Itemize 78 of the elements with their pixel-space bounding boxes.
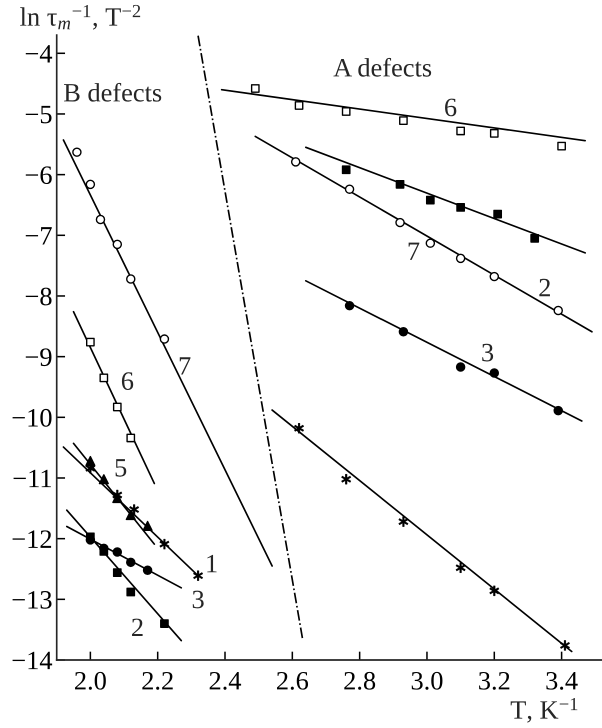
point xyxy=(490,368,500,378)
point xyxy=(344,184,354,194)
point xyxy=(456,254,466,264)
point xyxy=(399,116,408,126)
point xyxy=(142,520,153,532)
x-tick-label: 3.0 xyxy=(412,672,442,690)
point xyxy=(396,180,404,189)
annotation: 7 xyxy=(180,357,190,375)
point xyxy=(72,147,82,157)
point xyxy=(142,565,152,575)
point xyxy=(160,334,170,344)
point xyxy=(490,129,499,138)
point xyxy=(126,510,136,520)
point xyxy=(456,203,465,212)
y-tick-label: −12 xyxy=(12,530,52,548)
annotation: 3 xyxy=(192,590,204,608)
point xyxy=(553,406,563,416)
annotation: 5 xyxy=(116,459,126,477)
point xyxy=(290,157,300,167)
y-tick-label: −11 xyxy=(14,470,51,488)
point xyxy=(530,234,540,243)
point xyxy=(126,274,136,284)
point xyxy=(96,214,106,224)
annotation: 2 xyxy=(132,618,143,636)
x-tick-label: 2.8 xyxy=(344,672,376,690)
point xyxy=(86,180,96,190)
point xyxy=(160,619,169,628)
x-tick-label: 2.0 xyxy=(75,672,106,690)
point xyxy=(456,126,465,136)
point xyxy=(99,374,108,382)
point xyxy=(426,238,436,248)
point xyxy=(456,362,466,372)
y-tick-label: −13 xyxy=(12,591,52,609)
point xyxy=(99,547,108,556)
y-axis-title: ln τ$_{m}$$^{−1}$, T$^{−2}$ xyxy=(20,4,140,30)
annotation: 2 xyxy=(539,278,550,296)
y-tick-label: −8 xyxy=(26,288,52,306)
point xyxy=(98,474,109,484)
annotation: 6 xyxy=(445,98,456,116)
y-tick-label: −14 xyxy=(12,652,52,670)
point xyxy=(112,568,122,578)
point xyxy=(395,218,405,228)
y-tick-label: −7 xyxy=(26,227,52,244)
point xyxy=(126,558,136,568)
point xyxy=(426,196,435,204)
x-axis-title: T, K$^{−1}$ xyxy=(510,698,578,723)
annotation: A defects xyxy=(333,58,432,77)
point xyxy=(126,434,136,442)
x-tick-label: 3.2 xyxy=(479,672,510,690)
x-tick-label: 2.2 xyxy=(142,672,173,690)
point xyxy=(294,101,304,110)
point xyxy=(126,588,136,596)
point xyxy=(342,165,351,174)
annotation: 6 xyxy=(122,372,134,390)
point xyxy=(112,402,122,412)
y-tick-label: −5 xyxy=(26,106,52,124)
point xyxy=(493,210,502,218)
y-tick-label: −9 xyxy=(26,348,52,366)
annotation: 7 xyxy=(408,242,420,260)
point xyxy=(344,300,354,310)
point xyxy=(112,547,122,557)
x-tick-label: 3.4 xyxy=(546,672,578,690)
annotation: 3 xyxy=(482,344,494,362)
point xyxy=(553,306,563,316)
point xyxy=(398,327,408,337)
y-tick-label: −10 xyxy=(12,408,52,427)
y-tick-label: −6 xyxy=(26,166,52,184)
point xyxy=(112,240,122,250)
point xyxy=(342,107,351,116)
point xyxy=(250,84,260,93)
x-tick-label: 2.6 xyxy=(276,672,308,690)
y-tick-label: −4 xyxy=(26,45,52,62)
point xyxy=(86,338,95,346)
annotation: B defects xyxy=(64,82,162,102)
annotation: 1 xyxy=(207,554,217,572)
point xyxy=(490,272,500,282)
x-tick-label: 2.4 xyxy=(210,672,242,690)
point xyxy=(557,142,566,150)
